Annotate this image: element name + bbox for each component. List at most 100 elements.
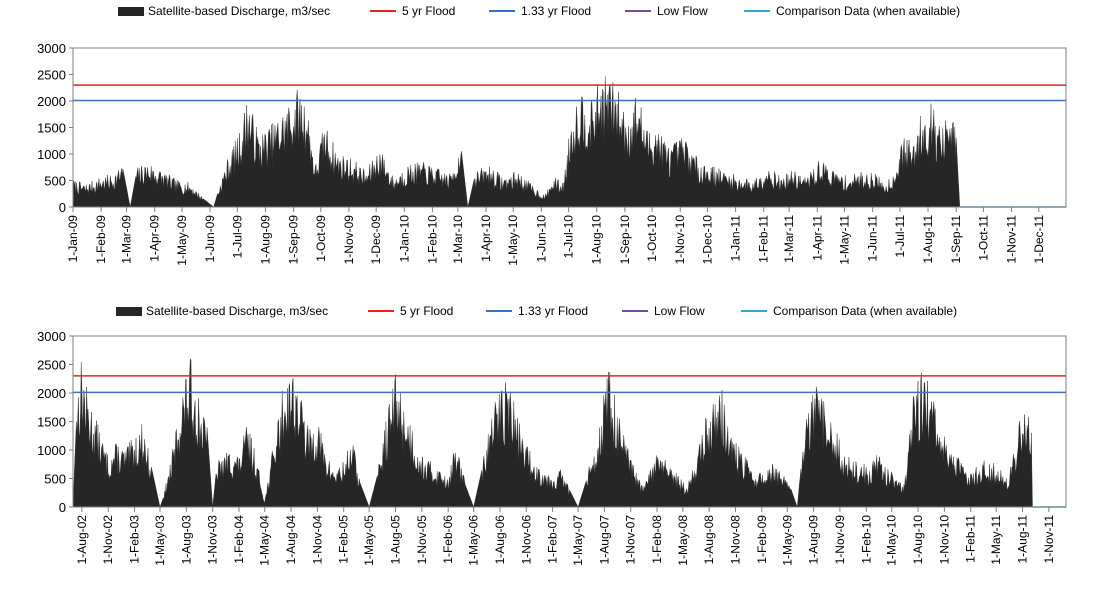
discharge-chart-2002-2011: Satellite-based Discharge, m3/sec 5 yr F… [0,300,1094,607]
x-tick-label: 1-Feb-11 [964,515,978,563]
x-tick-label: 1-Aug-10 [911,515,925,565]
x-tick-label: 1-May-09 [175,215,189,266]
y-tick-label: 3000 [37,329,66,344]
x-tick-label: 1-Nov-06 [519,515,533,565]
y-tick-label: 2500 [37,68,66,83]
x-tick-label: 1-Nov-10 [937,515,951,565]
legend-label-5yr-flood: 5 yr Flood [402,4,456,18]
x-tick-label: 1-Sep-10 [618,215,632,265]
y-tick-label: 3000 [37,41,66,56]
x-tick-label: 1-Nov-02 [101,515,115,565]
legend-label-low-flow: Low Flow [654,304,705,318]
legend-swatch-discharge [118,6,144,16]
x-tick-label: 1-Apr-11 [810,215,824,261]
x-tick-label: 1-Nov-03 [206,515,220,565]
x-tick-label: 1-Nov-09 [342,215,356,265]
chart-legend: Satellite-based Discharge, m3/sec 5 yr F… [0,300,1094,322]
y-tick-label: 1000 [37,147,66,162]
legend-item-low-flow: Low Flow [622,304,705,318]
discharge-area-series [72,76,961,208]
x-tick-label: 1-Feb-09 [94,215,108,264]
x-tick-label: 1-Apr-10 [479,215,493,262]
legend-label-5yr-flood: 5 yr Flood [400,304,454,318]
x-tick-label: 1-Feb-07 [546,515,560,564]
x-tick-label: 1-Feb-05 [337,515,351,564]
y-tick-label: 1000 [37,443,66,458]
legend-swatch-5yr-flood [368,310,394,312]
x-tick-label: 1-Mar-10 [451,215,465,264]
legend-swatch-low-flow [625,10,651,12]
x-tick-label: 1-May-04 [258,515,272,566]
x-tick-label: 1-Jul-11 [893,215,907,258]
legend-swatch-comparison [744,10,770,12]
x-tick-label: 1-May-11 [989,515,1003,565]
x-tick-label: 1-Nov-04 [310,515,324,565]
y-tick-label: 1500 [37,121,66,136]
y-tick-label: 500 [44,472,66,487]
x-tick-label: 1-Oct-09 [314,215,328,262]
legend-item-discharge: Satellite-based Discharge, m3/sec [118,4,330,18]
legend-item-133yr-flood: 1.33 yr Flood [486,304,588,318]
x-tick-label: 1-Nov-09 [833,515,847,565]
y-tick-label: 1500 [37,415,66,430]
x-tick-label: 1-May-08 [676,515,690,566]
x-tick-label: 1-Feb-03 [128,515,142,564]
x-tick-label: 1-Feb-09 [755,515,769,564]
x-tick-label: 1-Oct-10 [645,215,659,262]
x-tick-label: 1-Nov-10 [673,215,687,265]
x-tick-label: 1-Aug-11 [1016,515,1030,564]
legend-label-discharge: Satellite-based Discharge, m3/sec [146,304,329,318]
x-tick-label: 1-Aug-09 [807,515,821,565]
y-tick-label: 2500 [37,358,66,373]
x-tick-label: 1-Jan-11 [729,215,743,262]
x-tick-label: 1-Apr-09 [148,215,162,262]
x-tick-label: 1-Jan-10 [397,215,411,263]
x-tick-label: 1-Nov-07 [624,515,638,565]
discharge-chart-2009-2011: Satellite-based Discharge, m3/sec 5 yr F… [0,0,1094,300]
y-tick-label: 500 [44,174,66,189]
x-tick-label: 1-Sep-11 [949,215,963,264]
legend-item-low-flow: Low Flow [625,4,708,18]
x-tick-label: 1-Mar-09 [120,215,134,264]
x-tick-label: 1-Oct-11 [976,215,990,261]
x-tick-label: 1-Aug-10 [590,215,604,265]
x-tick-label: 1-Jun-09 [203,215,217,263]
legend-label-comparison: Comparison Data (when available) [776,4,961,18]
discharge-area-series [72,358,1033,508]
legend-swatch-133yr-flood [489,10,515,12]
chart-legend: Satellite-based Discharge, m3/sec 5 yr F… [0,0,1094,22]
x-tick-label: 1-May-11 [838,215,852,265]
y-tick-label: 2000 [37,386,66,401]
plot-frame [72,47,1067,208]
x-tick-label: 1-Aug-09 [258,215,272,265]
legend-item-133yr-flood: 1.33 yr Flood [489,4,591,18]
x-tick-label: 1-Dec-11 [1032,215,1046,264]
x-tick-label: 1-Aug-05 [389,515,403,565]
plot-frame [72,335,1067,508]
x-tick-label: 1-Feb-10 [425,215,439,264]
x-tick-label: 1-May-10 [885,515,899,566]
x-tick-label: 1-May-10 [506,215,520,266]
x-tick-label: 1-May-03 [153,515,167,566]
plot-area: 0 500 1000 1500 2000 2500 3000 1-Jan-09 1-Feb-09… [37,41,1067,266]
legend-label-133yr-flood: 1.33 yr Flood [518,304,589,318]
x-tick-label: 1-Feb-10 [859,515,873,564]
y-tick-label: 0 [59,200,66,215]
x-tick-label: 1-Aug-11 [921,215,935,264]
x-tick-label: 1-Feb-06 [441,515,455,564]
x-tick-label: 1-Aug-03 [179,515,193,565]
x-tick-label: 1-May-05 [362,515,376,566]
legend-item-comparison: Comparison Data (when available) [741,304,957,318]
x-tick-label: 1-May-06 [467,515,481,566]
legend-swatch-5yr-flood [370,10,396,12]
legend-label-comparison: Comparison Data (when available) [773,304,958,318]
x-tick-label: 1-Dec-09 [369,215,383,265]
legend-label-discharge: Satellite-based Discharge, m3/sec [148,4,331,18]
x-tick-label: 1-May-09 [780,515,794,566]
x-tick-label: 1-Aug-06 [493,515,507,565]
y-tick-label: 0 [59,500,66,515]
x-tick-label: 1-Feb-11 [757,215,771,263]
x-tick-label: 1-Aug-04 [284,515,298,565]
plot-area: 0 500 1000 1500 2000 2500 3000 1-Aug-02 1-Nov-02… [37,329,1067,566]
x-tick-label: 1-Jan-09 [66,215,80,263]
